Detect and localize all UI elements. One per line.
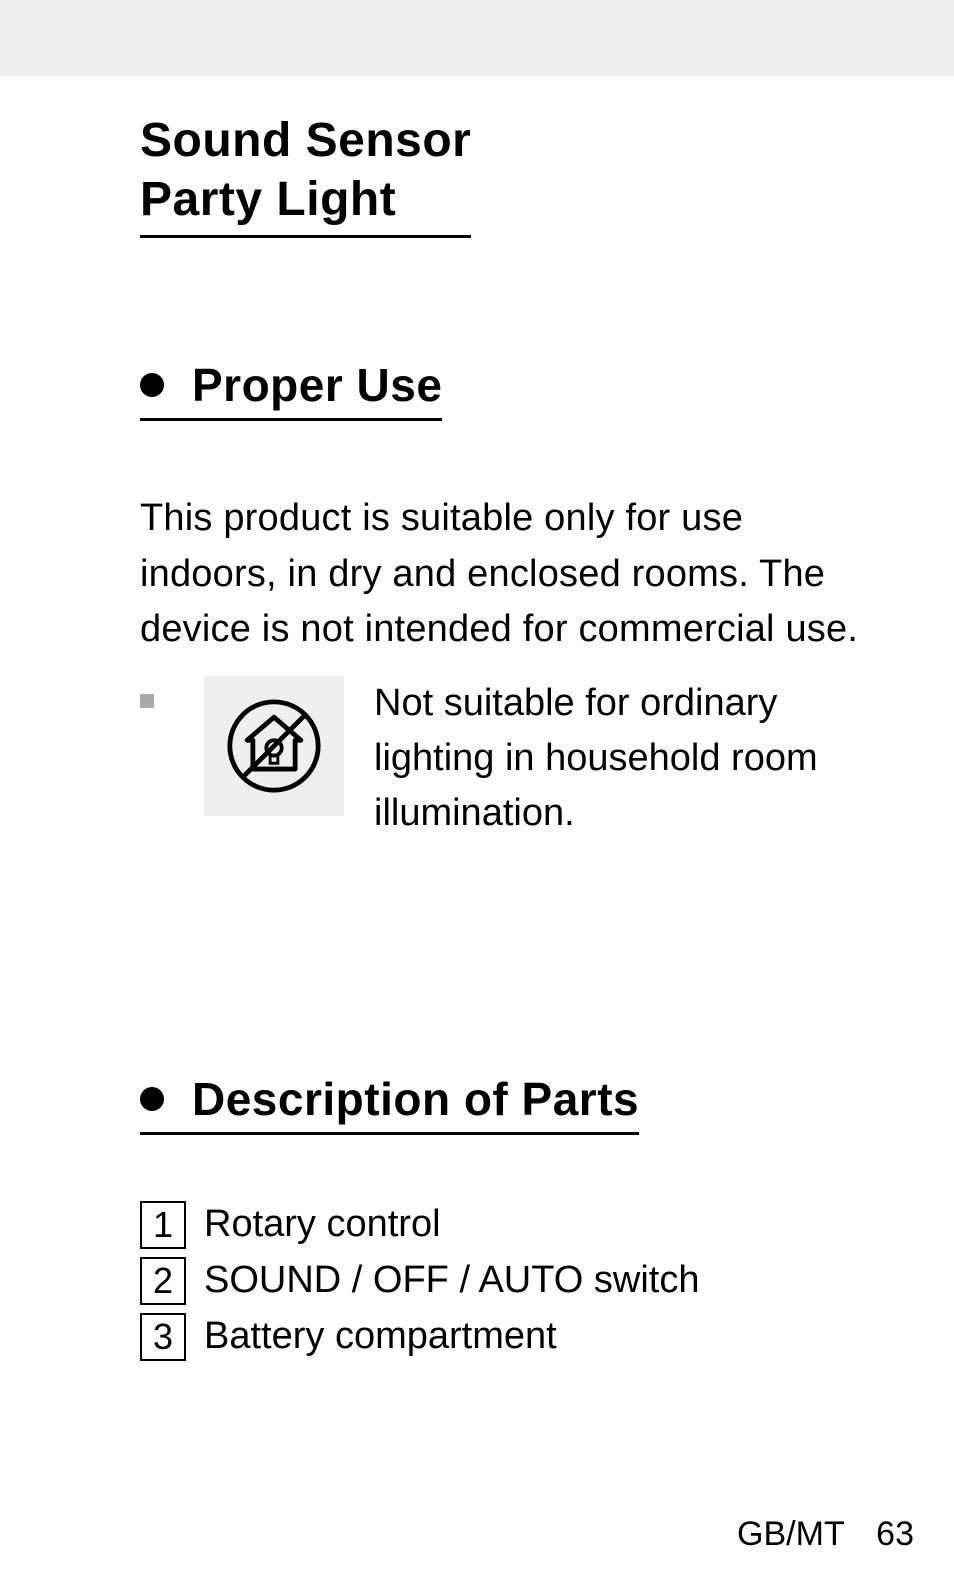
part-number-box: 1: [140, 1201, 186, 1249]
section-heading-proper-use: Proper Use: [140, 358, 442, 421]
warning-note: Not suitable for ordinary lighting in ho…: [140, 676, 874, 842]
part-label: SOUND / OFF / AUTO switch: [204, 1259, 699, 1302]
note-text: Not suitable for ordinary lighting in ho…: [374, 682, 818, 835]
list-item: 3 Battery compartment: [140, 1313, 874, 1361]
square-bullet-icon: [140, 694, 154, 708]
part-number-box: 3: [140, 1313, 186, 1361]
part-label: Battery compartment: [204, 1315, 557, 1358]
section-proper-use: Proper Use This product is suitable only…: [140, 238, 874, 842]
footer-language: GB/MT: [737, 1515, 845, 1553]
page-footer: GB/MT 63: [737, 1515, 914, 1554]
no-household-lighting-icon: [204, 676, 344, 816]
part-label: Rotary control: [204, 1203, 441, 1246]
part-number-box: 2: [140, 1257, 186, 1305]
section-heading-parts: Description of Parts: [140, 1072, 639, 1135]
list-item: 1 Rotary control: [140, 1201, 874, 1249]
page-title: Sound Sensor Party Light: [140, 112, 471, 238]
proper-use-body: This product is suitable only for use in…: [140, 491, 874, 657]
bullet-icon: [140, 373, 164, 397]
note-content: Not suitable for ordinary lighting in ho…: [204, 676, 874, 842]
parts-list: 1 Rotary control 2 SOUND / OFF / AUTO sw…: [140, 1201, 874, 1361]
document-page: Sound Sensor Party Light Proper Use This…: [0, 76, 954, 1590]
section-heading-label: Description of Parts: [192, 1072, 639, 1126]
list-item: 2 SOUND / OFF / AUTO switch: [140, 1257, 874, 1305]
footer-page-number: 63: [876, 1515, 914, 1553]
section-heading-label: Proper Use: [192, 358, 442, 412]
bullet-icon: [140, 1087, 164, 1111]
section-description-of-parts: Description of Parts 1 Rotary control 2 …: [140, 952, 874, 1361]
